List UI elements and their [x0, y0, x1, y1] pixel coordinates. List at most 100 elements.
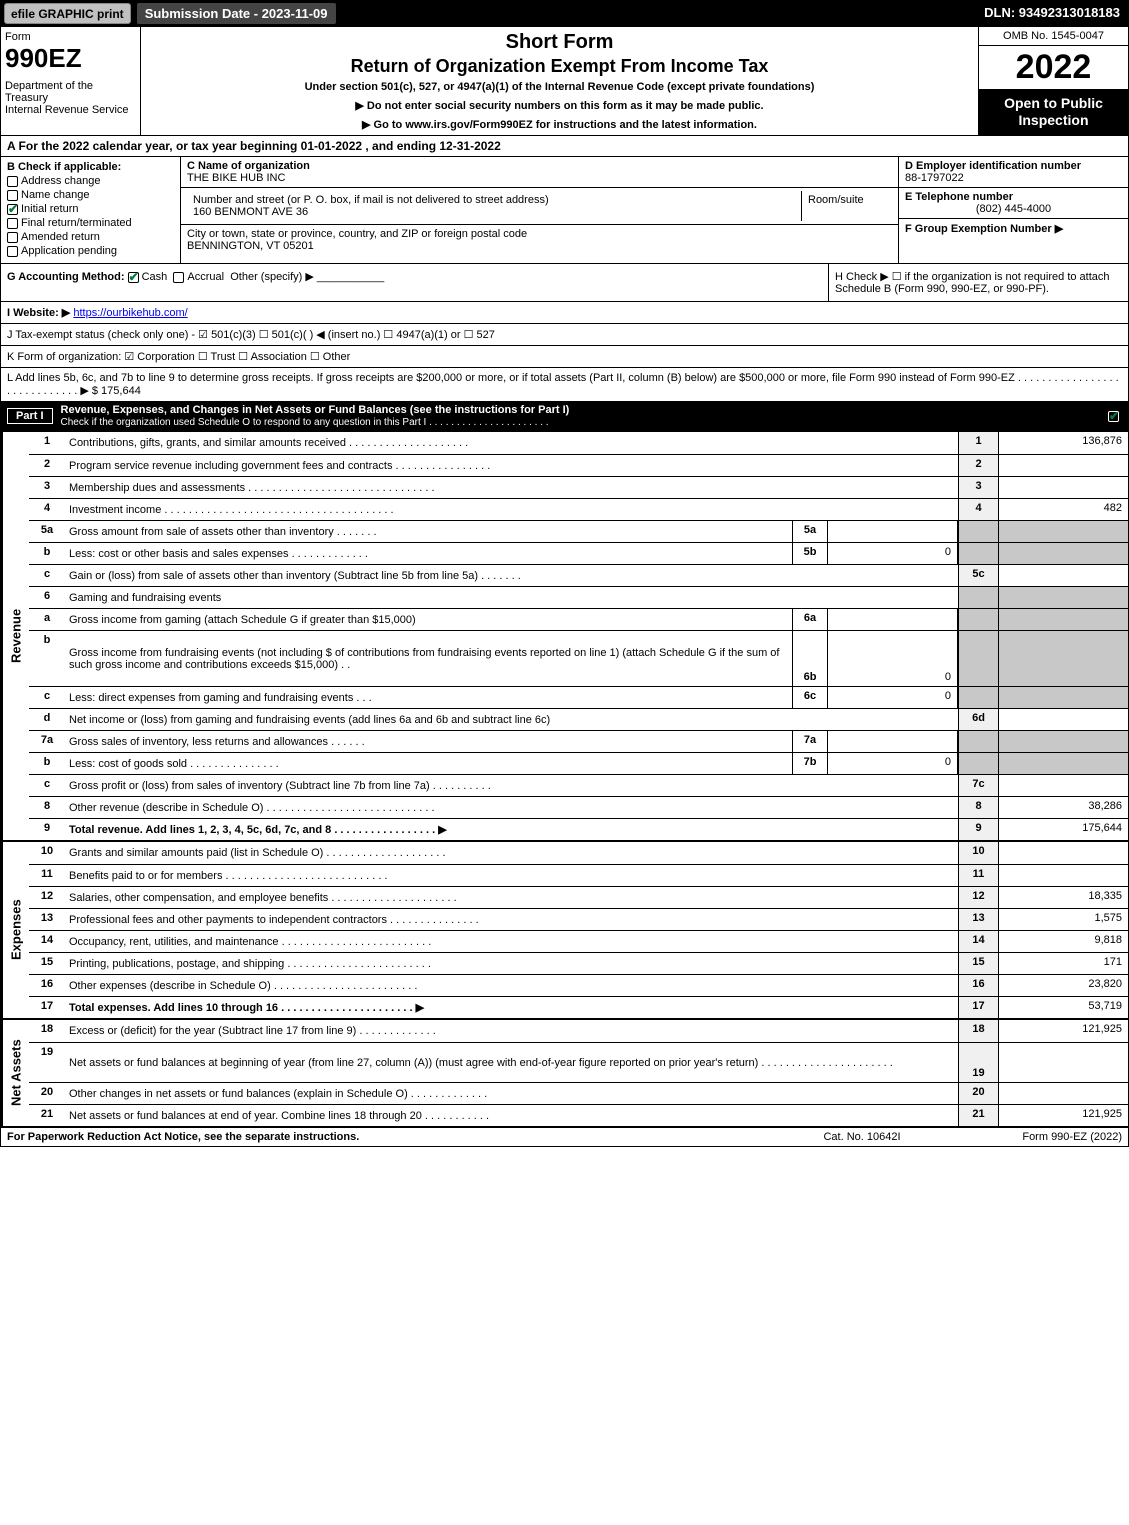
row-i-website: I Website: ▶ https://ourbikehub.com/ — [1, 301, 1128, 323]
ln6b-box-shade — [958, 631, 998, 686]
expenses-section: Expenses 10Grants and similar amounts pa… — [1, 840, 1128, 1018]
ln3-box: 3 — [958, 477, 998, 498]
ln18-desc: Excess or (deficit) for the year (Subtra… — [65, 1020, 958, 1042]
ln15-desc: Printing, publications, postage, and shi… — [65, 953, 958, 974]
accounting-method-label: G Accounting Method: — [7, 271, 125, 283]
ln6c-subnum: 6c — [792, 687, 828, 708]
street-value: 160 BENMONT AVE 36 — [193, 206, 308, 218]
ln15-val: 171 — [998, 953, 1128, 974]
website-label: I Website: ▶ — [7, 307, 70, 319]
ln7b-box-shade — [958, 753, 998, 774]
ln6a-val-shade — [998, 609, 1128, 630]
efile-print-button[interactable]: efile GRAPHIC print — [4, 3, 131, 24]
cb-cash[interactable] — [128, 272, 139, 283]
ln6c-num: c — [29, 687, 65, 708]
room-label: Room/suite — [808, 194, 864, 206]
ln7b-desc: Less: cost of goods sold . . . . . . . .… — [65, 753, 792, 774]
section-d-e-f: D Employer identification number 88-1797… — [898, 157, 1128, 263]
ln5c-val — [998, 565, 1128, 586]
ln6c-subval: 0 — [828, 687, 958, 708]
cb-final-return[interactable]: Final return/terminated — [7, 217, 174, 229]
ln5a-num: 5a — [29, 521, 65, 542]
cb-accrual[interactable] — [173, 272, 184, 283]
org-name-label: C Name of organization — [187, 160, 310, 172]
ln6d-val — [998, 709, 1128, 730]
ln3-desc: Membership dues and assessments . . . . … — [65, 477, 958, 498]
revenue-side-label: Revenue — [1, 432, 29, 840]
ln17-val: 53,719 — [998, 997, 1128, 1018]
ln6b-val-shade — [998, 631, 1128, 686]
ln5c-box: 5c — [958, 565, 998, 586]
group-exemption-label: F Group Exemption Number ▶ — [905, 223, 1063, 235]
ln13-num: 13 — [29, 909, 65, 930]
header-mid: Short Form Return of Organization Exempt… — [141, 27, 978, 135]
ln6b-num: b — [29, 631, 65, 686]
org-name-cell: C Name of organization THE BIKE HUB INC — [181, 157, 898, 188]
ln2-desc: Program service revenue including govern… — [65, 455, 958, 476]
ln13-box: 13 — [958, 909, 998, 930]
goto-link[interactable]: ▶ Go to www.irs.gov/Form990EZ for instru… — [145, 118, 974, 131]
submission-date-badge: Submission Date - 2023-11-09 — [137, 3, 336, 24]
ln7b-num: b — [29, 753, 65, 774]
ln5a-subnum: 5a — [792, 521, 828, 542]
ln1-val: 136,876 — [998, 432, 1128, 454]
ln13-val: 1,575 — [998, 909, 1128, 930]
main-title: Return of Organization Exempt From Incom… — [145, 56, 974, 77]
net-assets-side-label: Net Assets — [1, 1020, 29, 1126]
ln7a-desc: Gross sales of inventory, less returns a… — [65, 731, 792, 752]
cb-amended-return[interactable]: Amended return — [7, 231, 174, 243]
ln21-box: 21 — [958, 1105, 998, 1126]
ln2-box: 2 — [958, 455, 998, 476]
ln6b-desc: Gross income from fundraising events (no… — [65, 631, 792, 686]
ln7c-num: c — [29, 775, 65, 796]
ln16-num: 16 — [29, 975, 65, 996]
row-l-gross-receipts: L Add lines 5b, 6c, and 7b to line 9 to … — [1, 367, 1128, 401]
address-change-label: Address change — [21, 175, 101, 187]
website-link[interactable]: https://ourbikehub.com/ — [73, 307, 187, 319]
ln20-desc: Other changes in net assets or fund bala… — [65, 1083, 958, 1104]
net-assets-section: Net Assets 18Excess or (deficit) for the… — [1, 1018, 1128, 1126]
part-i-tag: Part I — [7, 408, 53, 424]
ln11-num: 11 — [29, 865, 65, 886]
ln5b-val-shade — [998, 543, 1128, 564]
ln12-box: 12 — [958, 887, 998, 908]
ln11-box: 11 — [958, 865, 998, 886]
ln9-box: 9 — [958, 819, 998, 840]
ln16-desc: Other expenses (describe in Schedule O) … — [65, 975, 958, 996]
short-form-title: Short Form — [145, 31, 974, 54]
ln16-box: 16 — [958, 975, 998, 996]
ln11-desc: Benefits paid to or for members . . . . … — [65, 865, 958, 886]
phone-value: (802) 445-4000 — [905, 203, 1122, 215]
ln7b-subval: 0 — [828, 753, 958, 774]
ln5b-subnum: 5b — [792, 543, 828, 564]
cb-address-change[interactable]: Address change — [7, 175, 174, 187]
ln18-num: 18 — [29, 1020, 65, 1042]
ln7a-num: 7a — [29, 731, 65, 752]
cb-name-change[interactable]: Name change — [7, 189, 174, 201]
ln9-num: 9 — [29, 819, 65, 840]
footer-right: Form 990-EZ (2022) — [962, 1131, 1122, 1143]
ln6d-desc: Net income or (loss) from gaming and fun… — [65, 709, 958, 730]
page-footer: For Paperwork Reduction Act Notice, see … — [1, 1126, 1128, 1146]
part-i-schedule-o-checkbox[interactable] — [1108, 411, 1119, 422]
section-b-header: B Check if applicable: — [7, 161, 174, 173]
part-i-header: Part I Revenue, Expenses, and Changes in… — [1, 401, 1128, 431]
section-c: C Name of organization THE BIKE HUB INC … — [181, 157, 898, 263]
ln6b-subval: 0 — [828, 631, 958, 686]
cb-application-pending[interactable]: Application pending — [7, 245, 174, 257]
initial-return-label: Initial return — [21, 203, 78, 215]
ln4-num: 4 — [29, 499, 65, 520]
ln7a-subnum: 7a — [792, 731, 828, 752]
cb-initial-return[interactable]: Initial return — [7, 203, 174, 215]
ln1-desc: Contributions, gifts, grants, and simila… — [65, 432, 958, 454]
ln4-val: 482 — [998, 499, 1128, 520]
ln5a-box-shade — [958, 521, 998, 542]
other-specify-label: Other (specify) ▶ — [230, 271, 314, 283]
ln18-box: 18 — [958, 1020, 998, 1042]
ln2-val — [998, 455, 1128, 476]
accounting-method: G Accounting Method: Cash Accrual Other … — [1, 264, 828, 301]
ln5a-subval — [828, 521, 958, 542]
ln6a-num: a — [29, 609, 65, 630]
revenue-section: Revenue 1Contributions, gifts, grants, a… — [1, 431, 1128, 840]
form-number: 990EZ — [5, 43, 136, 74]
